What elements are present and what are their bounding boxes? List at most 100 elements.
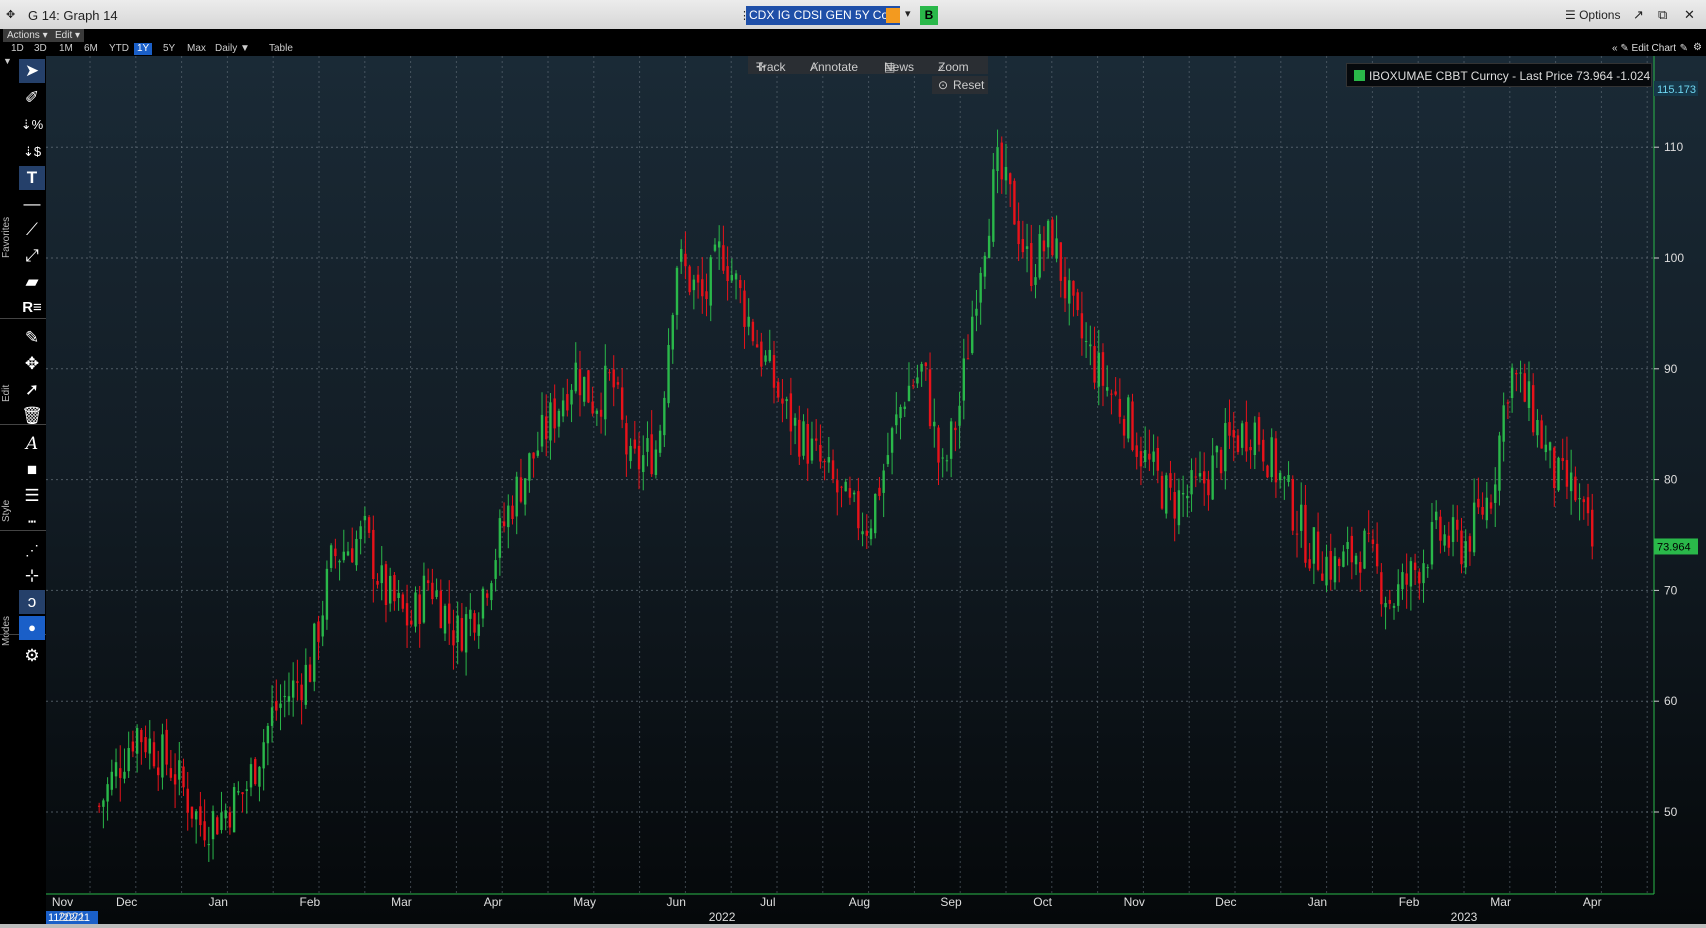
candle-body xyxy=(1249,447,1252,451)
font-icon[interactable]: A xyxy=(25,434,39,454)
candle-body xyxy=(722,245,725,271)
candle-body xyxy=(452,630,455,646)
actions-menu[interactable]: Actions ▾ xyxy=(3,29,52,42)
candle-body xyxy=(924,362,928,367)
cursor-icon[interactable]: ➤ xyxy=(19,59,45,83)
restore-icon[interactable]: ⧉ xyxy=(1658,7,1668,22)
channel-icon[interactable]: ▰ xyxy=(25,272,39,291)
candle-body xyxy=(642,455,645,473)
text-icon[interactable]: T xyxy=(19,166,45,190)
candle-body xyxy=(1472,502,1476,553)
edit-menu[interactable]: Edit ▾ xyxy=(51,29,85,42)
horizontal-line-icon[interactable]: — xyxy=(23,194,41,213)
candle-body xyxy=(1586,497,1590,514)
x-month-label: Nov xyxy=(52,895,73,909)
percent-line-icon[interactable]: ⇣% xyxy=(20,117,44,132)
pen-icon[interactable]: ✎ xyxy=(24,328,40,347)
candle-body xyxy=(1346,542,1349,549)
gear-icon[interactable]: ⚙ xyxy=(24,646,40,665)
range-1y[interactable]: 1Y xyxy=(134,43,153,55)
x-month-label: Jun xyxy=(667,895,686,909)
ticker-dropdown-icon[interactable]: ▾ xyxy=(905,8,911,20)
candle-body xyxy=(751,321,755,342)
candle-body xyxy=(329,545,333,568)
candle-body xyxy=(1540,420,1543,449)
regression-icon[interactable]: R≡ xyxy=(22,299,42,316)
candle-body xyxy=(1451,517,1455,542)
collapse-icon[interactable]: ▼ xyxy=(3,56,12,66)
candle-body xyxy=(1148,453,1151,460)
candle-body xyxy=(895,414,898,426)
palette-icon[interactable]: ● xyxy=(19,616,45,640)
range-5y[interactable]: 5Y xyxy=(163,43,176,54)
popout-icon[interactable]: ↗ xyxy=(1633,7,1644,22)
top-price-tag xyxy=(1654,81,1698,96)
line-style-icon[interactable]: ┅ xyxy=(28,514,36,529)
table-button[interactable]: Table xyxy=(269,43,293,54)
zoom-label: Zoom xyxy=(938,60,969,74)
move-icon[interactable]: ✥ xyxy=(6,9,16,21)
legend[interactable]: IBOXUMAE CBBT Curncy - Last Price 73.964… xyxy=(1346,63,1652,87)
candle-body xyxy=(144,737,147,753)
track-label: Track xyxy=(756,60,786,74)
candle-body xyxy=(1430,522,1434,565)
last-price-tag-label: 73.964 xyxy=(1657,541,1691,553)
range-3d[interactable]: 3D xyxy=(34,43,47,54)
move-tool-icon[interactable]: ✥ xyxy=(24,354,40,373)
candle-body xyxy=(874,493,877,534)
range-ytd[interactable]: YTD xyxy=(109,43,129,54)
chart-area[interactable] xyxy=(0,56,1706,924)
magnet-icon[interactable]: ↄ xyxy=(19,590,45,614)
trend-line-icon[interactable]: ⟋ xyxy=(26,220,38,239)
candle-body xyxy=(473,613,476,633)
candle-body xyxy=(313,623,316,682)
legend-text: IBOXUMAE CBBT Curncy - Last Price 73.964… xyxy=(1369,69,1651,83)
crosshair-icon[interactable]: ⊹ xyxy=(24,566,40,585)
close-icon[interactable]: ✕ xyxy=(1684,7,1695,22)
candle-body xyxy=(1561,458,1564,462)
candle-body xyxy=(1165,475,1168,514)
candle-body xyxy=(1582,499,1586,503)
x-month-label: Oct xyxy=(1033,895,1052,909)
range-1m[interactable]: 1M xyxy=(59,43,73,54)
candle-body xyxy=(620,387,624,420)
range-1d[interactable]: 1D xyxy=(11,43,24,54)
candle-body xyxy=(857,491,860,529)
candle-body xyxy=(397,592,400,598)
candle-body xyxy=(663,397,666,436)
candle-body xyxy=(806,424,809,464)
pencil-icon[interactable]: ✐ xyxy=(24,88,40,107)
candle-body xyxy=(958,405,961,426)
trash-icon[interactable]: 🗑 xyxy=(21,406,43,425)
dotted-icon[interactable]: ⋰ xyxy=(25,542,39,558)
ray-line-icon[interactable]: ⤢ xyxy=(25,246,39,265)
edit-chart-button[interactable]: « ✎ Edit Chart xyxy=(1612,43,1676,54)
settings-icon[interactable]: ⚙ xyxy=(1693,42,1702,53)
line-weight-icon[interactable]: ☰ xyxy=(24,486,40,505)
edit-icon[interactable]: ✎ xyxy=(1679,43,1688,54)
candle-body xyxy=(1527,381,1531,408)
range-6m[interactable]: 6M xyxy=(84,43,98,54)
dollar-line-icon[interactable]: ⇣$ xyxy=(22,144,42,159)
options-menu[interactable]: ☰ Options xyxy=(1565,8,1620,22)
candle-body xyxy=(1342,551,1345,567)
select-plus-icon[interactable]: ➚ xyxy=(24,380,40,399)
drag-handle-icon[interactable]: ⋮ xyxy=(739,10,750,22)
b-button[interactable]: B xyxy=(920,6,938,25)
candle-body xyxy=(1084,341,1088,343)
range-max[interactable]: Max xyxy=(187,43,206,54)
candle-body xyxy=(1224,423,1227,472)
fill-icon[interactable]: ■ xyxy=(26,460,38,479)
candle-body xyxy=(992,169,995,242)
candle-body xyxy=(1523,373,1526,402)
x-month-label: Apr xyxy=(484,895,503,909)
candle-body xyxy=(270,707,274,726)
candle-body xyxy=(1485,497,1488,521)
ticker-input[interactable]: CDX IG CDSI GEN 5Y Corp xyxy=(746,6,900,25)
candle-body xyxy=(570,389,573,405)
candle-body xyxy=(507,505,510,528)
reset-button[interactable]: ⊙ Reset xyxy=(932,76,988,94)
frequency-dropdown[interactable]: Daily ▼ xyxy=(215,43,250,54)
candle-body xyxy=(680,249,683,262)
